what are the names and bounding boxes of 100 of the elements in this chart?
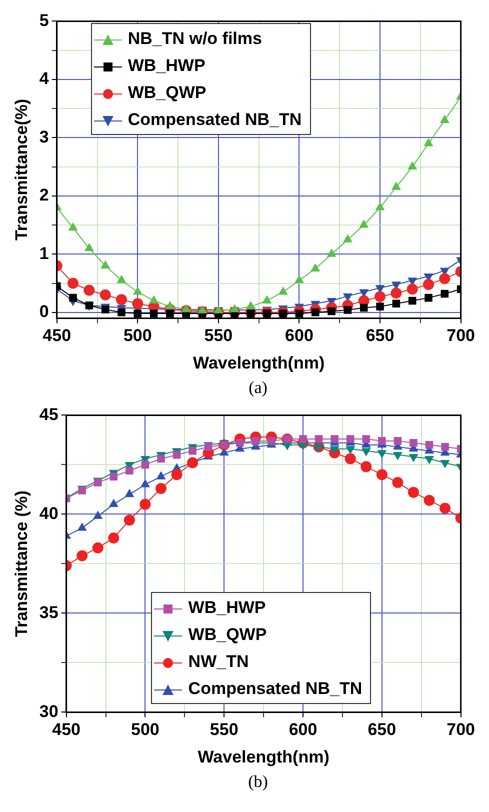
point bbox=[268, 437, 276, 445]
point bbox=[374, 291, 386, 302]
point bbox=[424, 494, 435, 506]
point bbox=[326, 248, 336, 257]
point bbox=[439, 273, 450, 284]
x-tick-label: 700 bbox=[446, 326, 476, 346]
point bbox=[362, 435, 370, 443]
point bbox=[392, 300, 400, 308]
y-axis-title: Transmittance(%) bbox=[12, 98, 31, 241]
point bbox=[116, 274, 126, 284]
point bbox=[408, 486, 419, 498]
point bbox=[377, 450, 387, 458]
point bbox=[140, 479, 150, 488]
point bbox=[440, 290, 449, 298]
point bbox=[408, 296, 416, 305]
point bbox=[440, 502, 451, 514]
y-tick-label: 3 bbox=[39, 127, 49, 146]
x-tick-label: 450 bbox=[42, 326, 72, 346]
point bbox=[394, 437, 402, 445]
legend-label: WB_QWP bbox=[187, 624, 268, 646]
point bbox=[361, 448, 371, 456]
point bbox=[108, 498, 118, 508]
point bbox=[423, 278, 434, 290]
point bbox=[155, 482, 166, 494]
point bbox=[376, 469, 388, 480]
point bbox=[408, 161, 418, 170]
x-tick-label: 500 bbox=[123, 326, 152, 346]
point bbox=[230, 304, 240, 312]
point bbox=[390, 288, 402, 299]
point bbox=[392, 477, 404, 488]
point bbox=[100, 289, 111, 300]
text: (b) bbox=[247, 772, 269, 792]
point bbox=[378, 437, 386, 445]
x-axis-title: Wavelength(nm) bbox=[193, 353, 325, 372]
point bbox=[246, 310, 255, 318]
point bbox=[116, 294, 127, 306]
point bbox=[108, 532, 120, 544]
legend-label: Compensated NB_TN bbox=[187, 678, 362, 700]
legend-label: NB_TN w/o films bbox=[126, 28, 263, 50]
x-tick-label: 650 bbox=[368, 720, 396, 740]
point bbox=[392, 452, 402, 460]
point bbox=[406, 284, 418, 295]
y-tick-label: 35 bbox=[39, 602, 58, 622]
point bbox=[93, 510, 103, 519]
point bbox=[375, 202, 385, 210]
point bbox=[440, 460, 450, 468]
point bbox=[77, 522, 87, 531]
y-tick-label: 45 bbox=[39, 404, 58, 424]
x-tick-label: 550 bbox=[210, 720, 238, 740]
point bbox=[124, 514, 135, 526]
point bbox=[132, 286, 142, 295]
point bbox=[440, 114, 450, 123]
y-tick-label: 4 bbox=[39, 69, 50, 88]
point bbox=[214, 305, 224, 314]
y-tick-label: 2 bbox=[39, 186, 49, 205]
x-tick-label: 500 bbox=[131, 720, 160, 740]
legend-label: Compensated NB_TN bbox=[126, 109, 302, 132]
y-tick-label: 40 bbox=[39, 504, 58, 523]
point bbox=[262, 295, 272, 304]
legend-label: WB_QWP bbox=[126, 82, 208, 104]
point bbox=[246, 301, 256, 310]
point bbox=[425, 441, 434, 449]
x-tick-label: 600 bbox=[288, 720, 318, 740]
point bbox=[360, 304, 368, 312]
point bbox=[278, 286, 288, 295]
point bbox=[84, 284, 95, 296]
point bbox=[166, 310, 174, 318]
point bbox=[310, 263, 320, 272]
legend-label: WB_HWP bbox=[187, 597, 267, 620]
point bbox=[314, 444, 324, 452]
point bbox=[69, 294, 77, 302]
point bbox=[314, 435, 323, 443]
x-tick-label: 650 bbox=[366, 326, 394, 346]
point bbox=[441, 442, 449, 451]
point bbox=[181, 304, 191, 312]
x-tick-label: 450 bbox=[52, 720, 80, 740]
point bbox=[294, 274, 304, 284]
point bbox=[391, 182, 401, 190]
point bbox=[124, 488, 134, 498]
point bbox=[149, 295, 159, 304]
point bbox=[359, 220, 369, 228]
point bbox=[134, 310, 142, 318]
point bbox=[408, 454, 418, 462]
y-axis-title: Transmittance (%) bbox=[12, 490, 31, 637]
point bbox=[344, 453, 356, 464]
point bbox=[346, 435, 354, 443]
point bbox=[172, 450, 181, 459]
point bbox=[141, 460, 150, 469]
point bbox=[126, 466, 134, 475]
text: (a) bbox=[248, 378, 268, 398]
point bbox=[342, 234, 352, 242]
point bbox=[424, 456, 434, 464]
point bbox=[171, 469, 182, 480]
y-tick-label: 1 bbox=[39, 244, 49, 263]
legend-label: NW_TN bbox=[187, 651, 250, 674]
x-axis-title: Wavelength(nm) bbox=[198, 747, 330, 766]
point bbox=[157, 454, 165, 463]
point bbox=[68, 222, 78, 231]
point bbox=[252, 437, 260, 445]
point bbox=[330, 435, 338, 443]
